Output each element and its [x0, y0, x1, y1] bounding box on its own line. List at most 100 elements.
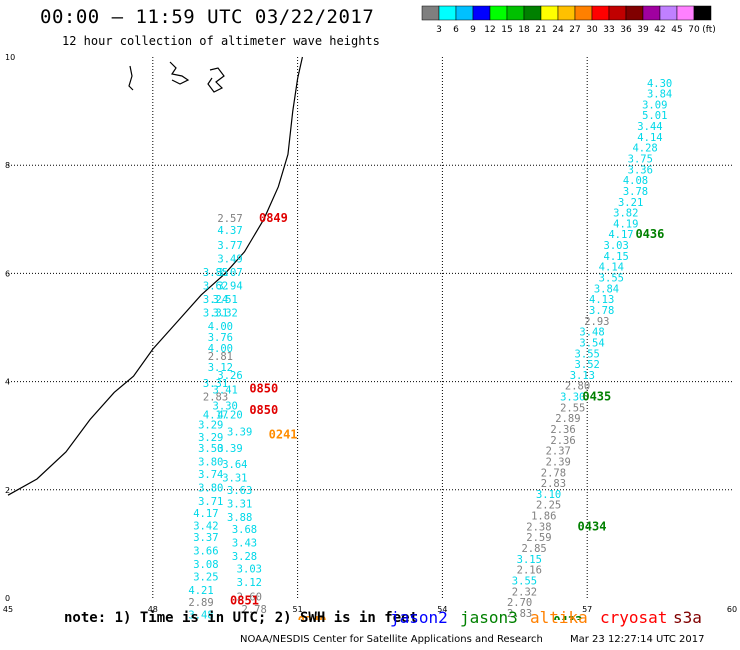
swh-label: 2.39 [546, 456, 571, 468]
colorbar-legend: 3 6 9 12 15 18 21 24 27 30 33 36 39 42 45 70 (ft) [421, 5, 716, 35]
swh-label: 4.30 [647, 78, 672, 90]
colorbar-tick-label: 9 [470, 25, 476, 35]
swh-label: 4.14 [599, 262, 624, 274]
coastline [7, 56, 304, 496]
footer-legend: note: 1) Time is in UTC; 2) SWH is in fe… [18, 608, 738, 634]
x-tick-label: 60 [727, 605, 737, 614]
swh-label: 2.81 [208, 351, 233, 363]
swh-label: 3.26 [217, 370, 242, 382]
swh-label: 2.80 [565, 381, 590, 393]
pass-time-label: 0850 [249, 381, 278, 395]
swh-label: 3.30 [560, 392, 585, 404]
legend-altika: altika [530, 608, 588, 627]
colorbar-tick-label: 3 [436, 25, 442, 35]
colorbar-tick-label: 15 [501, 25, 512, 35]
swh-label: 3.24 [203, 294, 228, 306]
swh-label: 3.31 [222, 473, 247, 485]
x-tick-label: 54 [437, 605, 447, 614]
colorbar-tick-label: 36 [620, 25, 632, 35]
swh-label: 2.59 [526, 532, 551, 544]
swh-label: 1.86 [531, 511, 556, 523]
swh-label: 4.13 [589, 294, 614, 306]
swh-label: 2.32 [512, 586, 537, 598]
swh-label: 3.36 [502, 619, 527, 620]
swh-label: 2.89 [555, 413, 580, 425]
swh-label: 3.48 [188, 610, 213, 620]
swh-label: 4.17 [193, 508, 218, 520]
swh-label: 2.36 [550, 424, 575, 436]
swh-label: 4.20 [217, 409, 242, 421]
swh-label: 2.89 [188, 597, 213, 609]
colorbar-tick-label: 27 [569, 25, 580, 35]
swh-label: 4.08 [623, 175, 648, 187]
pass-time-label: 0849 [259, 211, 288, 225]
colorbar-tick-label: 39 [637, 25, 649, 35]
swh-label: 4.00 [208, 343, 233, 355]
legend-s3a: s3a [673, 608, 702, 627]
swh-label: 2.36 [550, 435, 575, 447]
swh-label: 2.66 [237, 619, 262, 620]
swh-label: 5.01 [642, 110, 667, 122]
chart-subtitle: 12 hour collection of altimeter wave hei… [62, 34, 380, 48]
swh-label: 4.15 [604, 251, 629, 263]
swh-label: 3.63 [227, 485, 252, 497]
y-tick-label: 8 [5, 161, 10, 170]
swh-label: 4.21 [188, 585, 213, 597]
credit-text: NOAA/NESDIS Center for Satellite Applica… [240, 634, 543, 645]
x-tick-label: 45 [3, 605, 13, 614]
pass-time-label: 0436 [635, 227, 664, 241]
swh-label: 3.08 [193, 559, 218, 571]
swh-label: 3.36 [628, 164, 653, 176]
swh-label: 2.16 [517, 565, 542, 577]
pass-time-label: 0433 [553, 614, 582, 620]
swh-label: 3.03 [604, 240, 629, 252]
swh-label: 3.13 [570, 370, 595, 382]
swh-label: 3.76 [208, 332, 233, 344]
swh-label: 3.28 [232, 551, 257, 563]
colorbar-tick-label: 70 [688, 25, 700, 35]
swh-label: 4.00 [208, 321, 233, 333]
swh-label: 2.83 [507, 608, 532, 620]
swh-label: 3.31 [227, 499, 252, 511]
swh-label: 3.30 [213, 401, 238, 413]
colorbar-tick-label: 18 [518, 25, 530, 35]
y-tick-label: 10 [5, 53, 15, 62]
swh-label: 2.25 [536, 500, 561, 512]
swh-label: 4.14 [637, 132, 662, 144]
colorbar-tick-label: 24 [552, 25, 564, 35]
swh-label: 3.78 [589, 305, 614, 317]
x-tick-label: 48 [148, 605, 158, 614]
swh-label: 3.50 [198, 443, 223, 455]
pass-time-label: 0851 [230, 593, 259, 607]
swh-label: 3.43 [232, 538, 257, 550]
island-outline [207, 67, 225, 93]
swh-label: 3.94 [217, 281, 242, 293]
swh-label: 3.49 [217, 254, 242, 266]
swh-label: 3.32 [213, 308, 238, 320]
swh-label: 3.88 [227, 512, 252, 524]
credit-timestamp: Mar 23 12:27:14 UTC 2017 [570, 634, 705, 645]
y-tick-label: 4 [5, 378, 10, 387]
y-tick-label: 0 [5, 594, 10, 603]
colorbar-tick-label: 12 [484, 25, 495, 35]
swh-label: 3.66 [193, 546, 218, 558]
swh-label: 3.21 [618, 197, 643, 209]
y-tick-label: 6 [5, 269, 10, 278]
swh-label: 2.78 [242, 604, 267, 616]
swh-label: 3.68 [232, 524, 257, 536]
swh-label: 3.78 [623, 186, 648, 198]
colorbar-tick-label: 42 [654, 25, 665, 35]
swh-label: 3.80 [198, 456, 223, 468]
swh-label: 3.12 [208, 362, 233, 374]
colorbar-tick-label: 45 [671, 25, 682, 35]
swh-label: 2.85 [521, 543, 546, 555]
pass-time-label: 0241 [269, 427, 298, 441]
colorbar-tick-label: 30 [586, 25, 598, 35]
swh-label: 4.37 [217, 225, 242, 237]
swh-label: 3.77 [217, 240, 242, 252]
legend-jason2: jason2 [390, 608, 448, 627]
swh-label: 2.38 [526, 521, 551, 533]
swh-label: 2.57 [217, 213, 242, 225]
legend-jason3: jason3 [460, 608, 518, 627]
swh-label: 3.15 [517, 554, 542, 566]
